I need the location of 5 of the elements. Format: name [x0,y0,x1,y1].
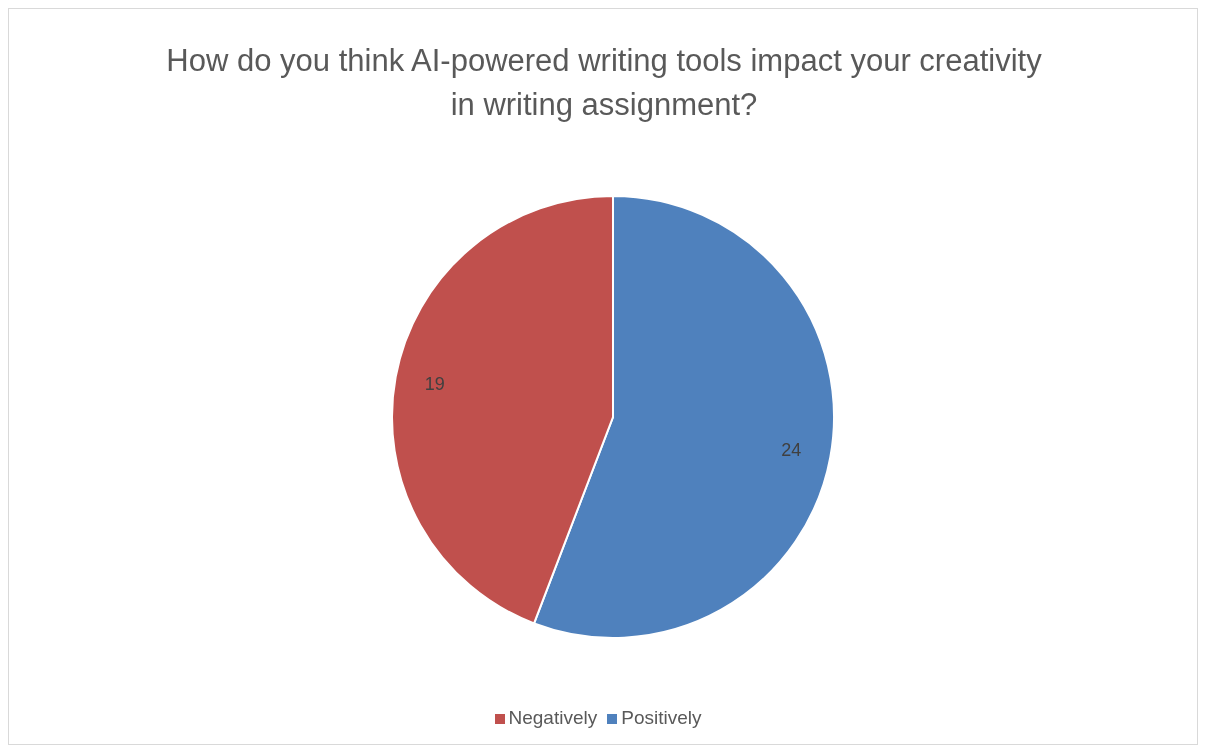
data-label: 19 [424,374,445,395]
chart-title: How do you think AI-powered writing tools impact your creativity in writing assignment? [165,42,1043,124]
legend-label: Negatively [508,707,598,728]
legend-label: Positively [621,707,702,728]
data-label: 24 [781,439,802,460]
